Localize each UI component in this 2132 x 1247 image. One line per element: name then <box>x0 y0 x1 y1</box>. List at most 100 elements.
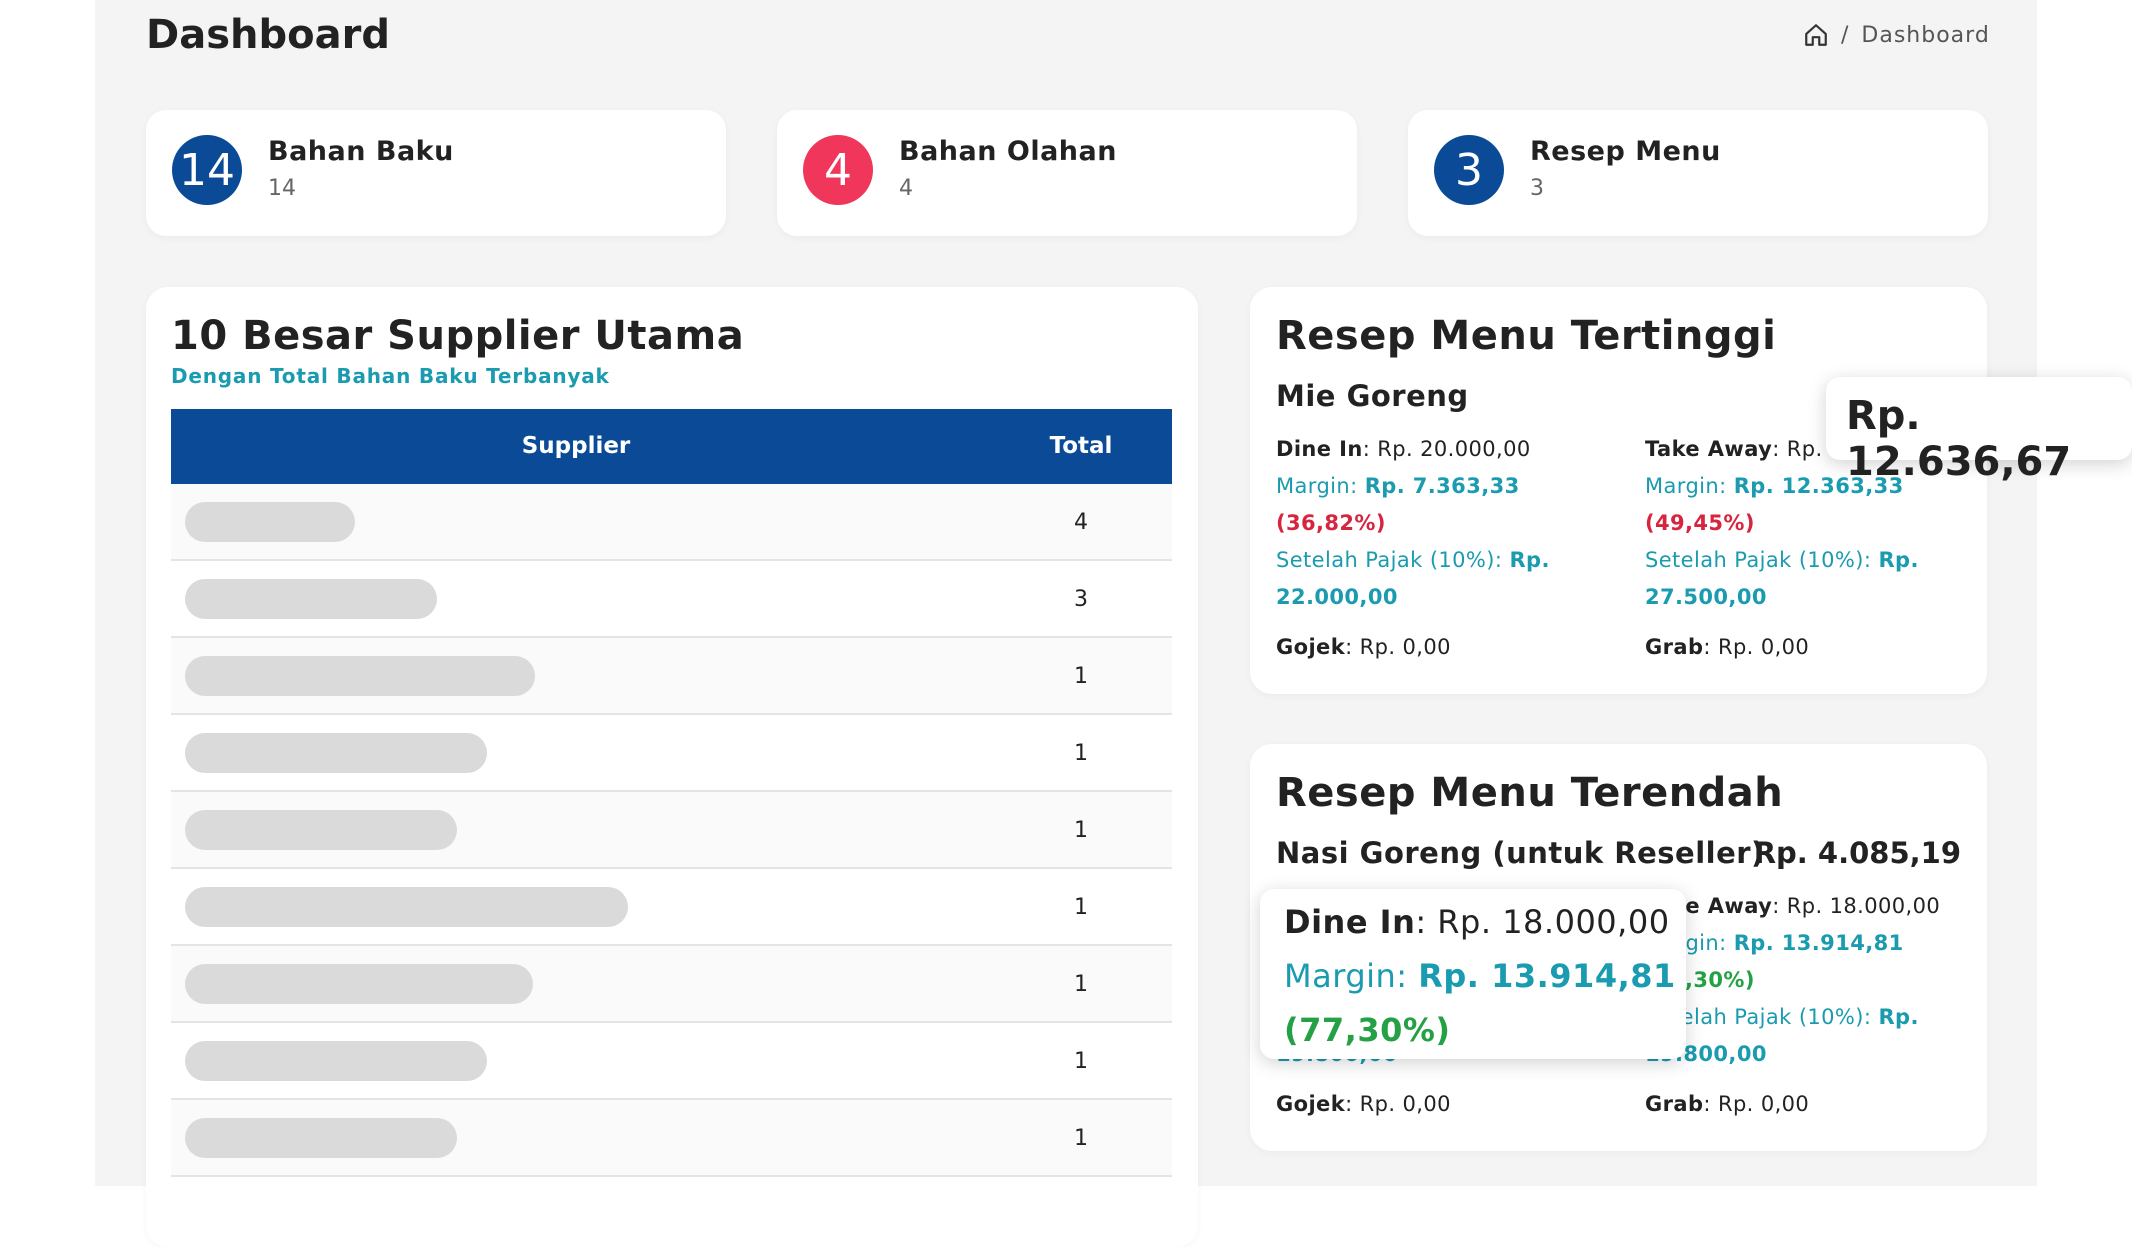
stat-badge: 14 <box>172 135 242 205</box>
price-column: Dine In: Rp. 20.000,00 Margin: Rp. 7.363,… <box>1276 431 1611 666</box>
tax-label: Setelah Pajak (10%): <box>1276 548 1510 572</box>
delivery-price: : Rp. 0,00 <box>1345 1092 1451 1116</box>
card-subtitle: Dengan Total Bahan Baku Terbanyak <box>171 364 610 388</box>
supplier-placeholder <box>185 964 533 1004</box>
table-row: 1 <box>171 946 1172 1023</box>
margin-line: Margin: Rp. 13.914,81 (77,30%) <box>1645 925 1980 999</box>
table-row: 1 <box>171 869 1172 946</box>
total-cell: 1 <box>1074 818 1088 843</box>
total-cell: 1 <box>1074 664 1088 689</box>
menu-price: Rp. 4.085,19 <box>1753 836 1961 870</box>
supplier-placeholder <box>185 1118 457 1158</box>
stat-label: Resep Menu <box>1530 136 1721 167</box>
table-row: 1 <box>171 792 1172 869</box>
supplier-placeholder <box>185 887 628 927</box>
price-label: Dine In <box>1284 903 1416 941</box>
margin-label: Margin: <box>1645 474 1734 498</box>
delivery-line: Grab: Rp. 0,00 <box>1645 1086 1980 1123</box>
delivery-label: Grab <box>1645 635 1704 659</box>
price-value: : Rp. 18.000,00 <box>1415 903 1670 941</box>
margin-line: Margin: Rp. 13.914,81 <box>1284 949 1686 1003</box>
supplier-placeholder <box>185 810 457 850</box>
stat-card: 4 Bahan Olahan 4 <box>777 110 1357 236</box>
table-row: 4 <box>171 484 1172 561</box>
stat-value: 3 <box>1530 176 1544 201</box>
tax-value: Rp. 27.500,00 <box>1645 548 1919 609</box>
delivery-label: Gojek <box>1276 635 1346 659</box>
margin-pct: (77,30%) <box>1284 1011 1451 1049</box>
margin-value: Rp. 12.363,33 <box>1733 474 1904 498</box>
total-cell: 1 <box>1074 741 1088 766</box>
delivery-price: : Rp. 0,00 <box>1345 635 1451 659</box>
menu-name: Nasi Goreng (untuk Reseller) <box>1276 836 1765 870</box>
low-menu-card: Resep Menu Terendah Nasi Goreng (untuk Re… <box>1250 744 1987 1151</box>
breadcrumb: / Dashboard <box>1803 22 1990 48</box>
table-row: 1 <box>171 1023 1172 1100</box>
supplier-placeholder <box>185 502 355 542</box>
tax-label: Setelah Pajak (10%): <box>1645 548 1879 572</box>
stat-label: Bahan Olahan <box>899 136 1117 167</box>
zoom-callout: Dine In: Rp. 18.000,00 Margin: Rp. 13.914… <box>1260 889 1686 1059</box>
tax-line: Setelah Pajak (10%): Rp. 19.800,00 <box>1645 999 1980 1073</box>
page: {"header":{"title":"Dashboard","breadcru… <box>95 0 2132 1247</box>
delivery-price: : Rp. 0,00 <box>1703 1092 1810 1116</box>
table-row: 1 <box>171 1100 1172 1177</box>
dine-line: Dine In: Rp. 20.000,00 <box>1276 431 1611 468</box>
delivery-label: Grab <box>1645 1092 1704 1116</box>
page-title: Dashboard <box>146 12 390 58</box>
home-icon[interactable] <box>1803 22 1829 48</box>
menu-name: Mie Goreng <box>1276 379 1469 413</box>
tax-value: Rp. 22.000,00 <box>1276 548 1550 609</box>
delivery-line: Grab: Rp. 0,00 <box>1645 629 1980 666</box>
separator: / <box>1841 22 1850 48</box>
margin-label: Margin: <box>1284 957 1419 995</box>
margin-label: Margin: <box>1276 474 1365 498</box>
stat-card: 14 Bahan Baku 14 <box>146 110 726 236</box>
margin-line: Margin: Rp. 12.363,33 (49,45%) <box>1645 468 1980 542</box>
price-label: Dine In <box>1276 437 1363 461</box>
top-menu-card: Resep Menu Tertinggi Mie Goreng Dine In: R… <box>1250 287 2132 694</box>
column-header: Total <box>1049 433 1113 459</box>
margin-pct: (36,82%) <box>1276 511 1386 535</box>
margin-line: Margin: Rp. 7.363,33 (36,82%) <box>1276 468 1611 542</box>
card-title: Resep Menu Tertinggi <box>1276 313 1777 359</box>
margin-value: Rp. 7.363,33 <box>1364 474 1520 498</box>
stat-label: Bahan Baku <box>268 136 454 167</box>
price-label: Take Away <box>1645 437 1773 461</box>
price-column: Take Away: Rp. 18.000,00 Margin: Rp. 13.9… <box>1645 888 1980 1123</box>
total-cell: 1 <box>1074 972 1088 997</box>
menu-price: Rp. 12.636,67 <box>1846 393 2072 485</box>
supplier-placeholder <box>185 656 535 696</box>
card-title: Resep Menu Terendah <box>1276 770 1784 816</box>
total-cell: 1 <box>1074 895 1088 920</box>
margin-value: Rp. 13.914,81 <box>1418 957 1676 995</box>
stat-badge: 4 <box>803 135 873 205</box>
stat-badge: 3 <box>1434 135 1504 205</box>
supplier-placeholder <box>185 579 437 619</box>
dine-line: Take Away: Rp. 18.000,00 <box>1645 888 1980 925</box>
delivery-price: : Rp. 0,00 <box>1703 635 1810 659</box>
delivery-line: Gojek: Rp. 0,00 <box>1276 629 1611 666</box>
tax-line: Setelah Pajak (10%): Rp. 27.500,00 <box>1645 542 1980 616</box>
delivery-line: Gojek: Rp. 0,00 <box>1276 1086 1611 1123</box>
supplier-placeholder <box>185 1041 487 1081</box>
margin-pct: (49,45%) <box>1645 511 1755 535</box>
tax-line: Setelah Pajak (10%): Rp. 22.000,00 <box>1276 542 1611 616</box>
margin-value: Rp. 13.914,81 <box>1733 931 1904 955</box>
supplier-placeholder <box>185 733 487 773</box>
stat-card: 3 Resep Menu 3 <box>1408 110 1988 236</box>
total-cell: 1 <box>1074 1049 1088 1074</box>
total-cell: 1 <box>1074 1126 1088 1151</box>
card-title: 10 Besar Supplier Utama <box>171 313 745 359</box>
content: Dashboard / Dashboard 14 Bahan Baku 14 4 Bah… <box>95 0 2132 1247</box>
stat-value: 14 <box>268 176 296 201</box>
price-value: : Rp. 20.000,00 <box>1362 437 1531 461</box>
column-header: Supplier <box>521 433 631 459</box>
table-row: 3 <box>171 561 1172 638</box>
table-row: 1 <box>171 715 1172 792</box>
delivery-label: Gojek <box>1276 1092 1346 1116</box>
table-row: 1 <box>171 638 1172 715</box>
total-cell: 3 <box>1074 587 1088 612</box>
total-cell: 4 <box>1074 510 1088 535</box>
table-header: Supplier Total <box>171 409 1172 484</box>
